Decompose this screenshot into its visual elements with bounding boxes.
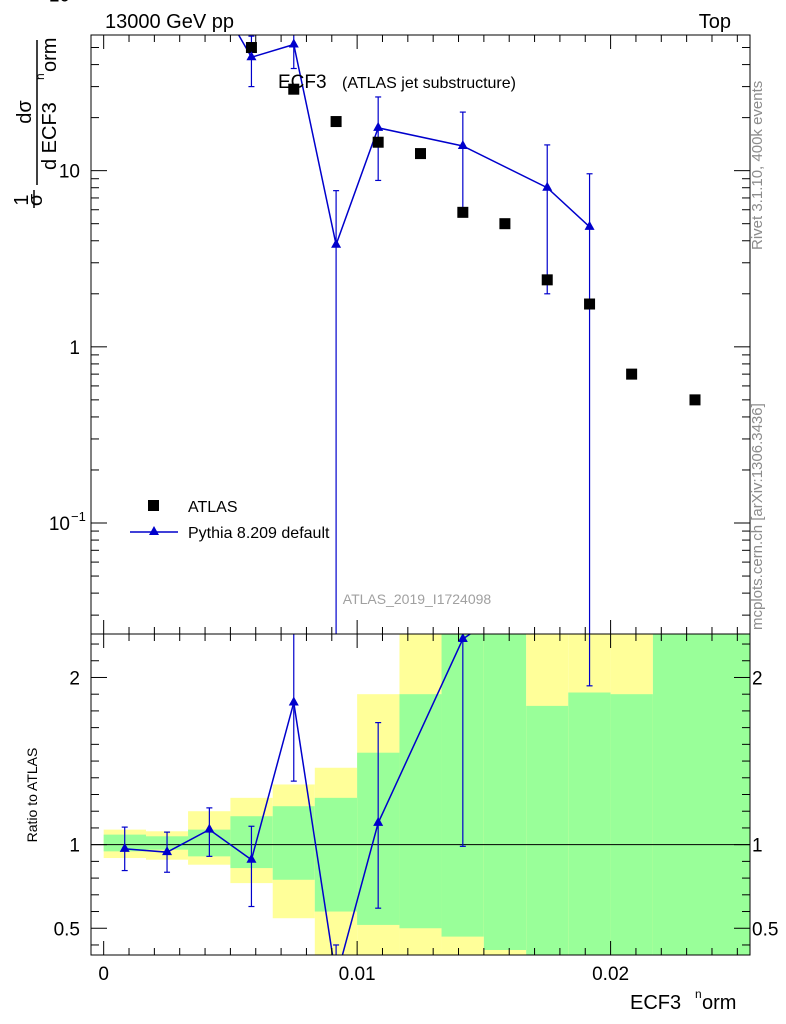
atlas-point-7 xyxy=(415,148,426,160)
x-tick-label-1: 0.01 xyxy=(339,964,376,985)
pythia-line xyxy=(237,35,591,248)
main-panel-frame xyxy=(90,34,751,635)
ratio-y-axis-label: Ratio to ATLAS xyxy=(24,748,40,843)
ratio-point-7 xyxy=(457,634,468,643)
ratio-y-tick-label-right-2: 0.5 xyxy=(752,919,778,940)
x-axis-label: ECF3 n orm xyxy=(630,987,736,1014)
band-inner-9 xyxy=(483,634,527,950)
band-inner-10 xyxy=(526,705,569,955)
ratio-point-4 xyxy=(288,696,299,706)
atlas-point-3 xyxy=(245,42,257,54)
xlabel-tail: orm xyxy=(702,992,736,1014)
chart-title: ECF3 (ATLAS jet substructure) xyxy=(278,72,516,93)
legend-pythia-label: Pythia 8.209 default xyxy=(188,525,330,542)
analysis-watermark: ATLAS_2019_I1724098 xyxy=(343,591,492,607)
ratio-point-1 xyxy=(162,846,173,856)
pythia-point-8 xyxy=(542,181,553,191)
pythia-point-9 xyxy=(584,220,595,230)
x-tick-label-0: 0 xyxy=(98,964,109,985)
atlas-point-4 xyxy=(288,83,300,95)
main-y-tick-label-4: 10 xyxy=(49,514,70,535)
ratio-uncertainty-bands xyxy=(103,634,750,955)
mcplots-label: mcplots.cern.ch [arXiv:1306.3436] xyxy=(749,403,766,630)
ratio-point-6 xyxy=(373,816,384,826)
ratio-y-tick-label-right-0: 2 xyxy=(752,668,763,689)
main-panel-content xyxy=(237,35,701,634)
band-inner-7 xyxy=(399,694,442,929)
legend-atlas-label: ATLAS xyxy=(188,499,238,516)
legend-atlas-marker xyxy=(148,500,159,511)
pythia-point-3 xyxy=(246,51,257,61)
ratio-y-tick-label-left-2: 0.5 xyxy=(54,919,80,940)
atlas-point-10 xyxy=(541,274,553,286)
header-process: Top xyxy=(699,11,731,33)
main-y-tick-label-3: 1 xyxy=(69,338,80,359)
atlas-point-12 xyxy=(626,368,638,380)
band-inner-12 xyxy=(610,694,653,955)
ratio-point-3 xyxy=(246,853,257,863)
ylabel-dsigma: dσ xyxy=(14,100,36,124)
main-y-axis-label: 1 σ dσ d ECF3 n orm xyxy=(11,38,61,208)
rivet-version-label: Rivet 3.1.10, 400k events xyxy=(749,81,766,250)
pythia-point-4 xyxy=(288,38,299,48)
atlas-point-9 xyxy=(499,218,511,230)
ratio-y-tick-label-left-0: 2 xyxy=(69,668,80,689)
x-tick-label-2: 0.02 xyxy=(592,964,629,985)
band-inner-5 xyxy=(314,797,358,912)
pythia-point-6 xyxy=(373,121,384,131)
atlas-point-6 xyxy=(372,136,384,148)
chart-title-main: ECF3 xyxy=(278,72,327,93)
ratio-point-0 xyxy=(119,842,130,852)
ratio-y-tick-label-left-1: 1 xyxy=(69,836,80,857)
ylabel-denominator-sigma: σ xyxy=(25,193,47,206)
legend-pythia-marker xyxy=(149,526,159,535)
pythia-point-5 xyxy=(331,238,342,248)
pythia-point-7 xyxy=(457,140,468,150)
ratio-panel-content xyxy=(119,634,593,955)
main-y-tick-label-2: 10 xyxy=(59,162,80,183)
xlabel-base: ECF3 xyxy=(630,992,681,1014)
main-y-tick-label-1: 10 xyxy=(49,0,70,6)
ylabel-numerator-one: 1 xyxy=(11,194,33,205)
atlas-point-8 xyxy=(457,206,469,218)
atlas-point-13 xyxy=(689,394,701,406)
ylabel-orm: orm xyxy=(39,38,61,72)
ylabel-decf: d ECF3 xyxy=(39,102,61,170)
atlas-point-11 xyxy=(584,298,596,310)
band-inner-11 xyxy=(568,692,611,955)
xlabel-sup: n xyxy=(695,987,702,1001)
band-inner-13 xyxy=(652,634,750,955)
ylabel-sup-n: n xyxy=(33,73,47,80)
ratio-y-tick-label-right-1: 1 xyxy=(752,836,763,857)
chart-title-subtitle: (ATLAS jet substructure) xyxy=(342,75,516,92)
main-y-tick-exponent-4: −1 xyxy=(71,509,86,524)
legend: ATLAS Pythia 8.209 default xyxy=(130,499,330,542)
band-inner-4 xyxy=(272,806,315,880)
ratio-point-2 xyxy=(204,823,215,833)
header-energy: 13000 GeV pp xyxy=(105,11,234,33)
atlas-point-5 xyxy=(330,116,342,128)
